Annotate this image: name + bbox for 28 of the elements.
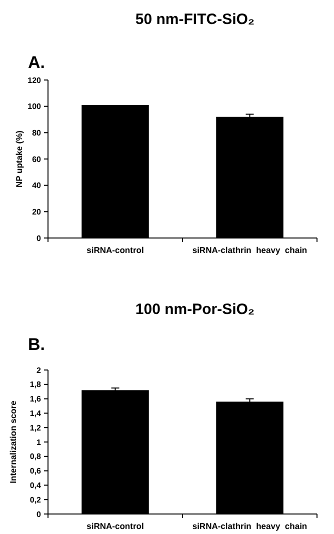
x-tick-label: siRNA-clathrin heavy chain (192, 521, 308, 531)
y-tick-label: 100 (28, 102, 42, 112)
x-tick-label: siRNA-clathrin heavy chain (192, 245, 308, 255)
x-tick-label: siRNA-control (86, 521, 144, 531)
text: A. (28, 53, 45, 72)
y-tick-label: 1,8 (30, 380, 42, 390)
y-tick-label: 0,2 (30, 495, 42, 504)
y-tick-label: 20 (32, 207, 42, 216)
text: B. (28, 335, 45, 354)
y-tick-label: 40 (32, 181, 42, 190)
y-tick-label: 1,6 (30, 394, 42, 404)
y-tick-label: 0 (36, 510, 42, 519)
y-tick-label: 1 (36, 438, 42, 447)
y-tick-label: 120 (28, 76, 42, 85)
y-tick-label: 0,4 (30, 481, 42, 490)
y-tick-label: 80 (32, 128, 42, 138)
y-tick-label: 0,8 (30, 452, 42, 462)
y-tick-label: 2 (36, 366, 42, 375)
y-tick-label: 60 (32, 154, 42, 164)
y-axis-title: NP uptake (%) (14, 130, 24, 188)
y-tick-label: 1,4 (30, 409, 42, 418)
chart-title: 50 nm-FITC-SiO₂ (135, 11, 255, 28)
y-tick-label: 0,6 (30, 466, 42, 476)
x-tick-label: siRNA-control (86, 245, 144, 255)
chart-title: 100 nm-Por-SiO₂ (135, 301, 255, 318)
y-axis-title: Internalization score (8, 400, 18, 484)
y-tick-label: 0 (36, 234, 42, 243)
y-tick-label: 1,2 (30, 423, 42, 432)
